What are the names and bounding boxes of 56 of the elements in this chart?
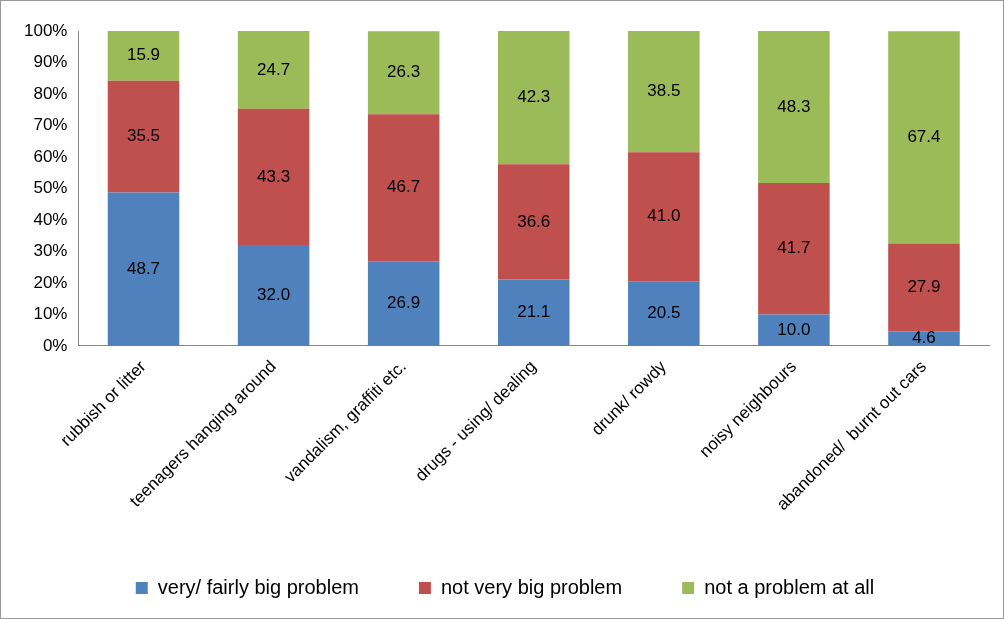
bar [107,192,180,346]
data-label: 38.5 [647,81,681,101]
y-tick-label: 50% [33,178,68,198]
y-tick-label: 30% [33,241,68,261]
data-label: 43.3 [257,166,291,186]
y-tick-label: 80% [33,83,68,103]
bar [628,281,700,346]
bar [628,31,700,153]
bar [367,31,440,115]
bar [758,183,830,315]
data-label: 26.3 [387,62,421,82]
data-label: 21.1 [517,302,551,322]
data-label: 20.5 [647,303,681,323]
data-label: 48.7 [126,258,161,278]
data-label: 36.6 [517,211,551,231]
data-label: 27.9 [907,277,941,297]
bar [107,80,180,193]
bar [888,331,960,346]
bar [758,31,830,184]
y-tick-label: 60% [33,146,68,166]
bar [888,243,960,332]
data-label: 67.4 [907,127,941,147]
bar [237,245,310,346]
legend-label: not a problem at all [704,575,875,598]
data-label: 41.7 [777,238,811,258]
bar [367,114,440,262]
legend-label: not very big problem [440,575,623,598]
legend-label: very/ fairly big problem [157,575,359,598]
y-tick-label: 70% [33,115,68,135]
data-label: 24.7 [257,59,291,79]
y-tick-label: 0% [42,335,68,355]
data-label: 10.0 [777,319,811,339]
data-label: 4.6 [912,328,936,348]
data-label: 32.0 [257,285,291,305]
y-tick-label: 100% [24,20,68,40]
bar [367,261,440,346]
y-tick-label: 90% [33,52,68,72]
data-label: 15.9 [126,45,161,65]
data-label: 46.7 [387,177,421,197]
data-label: 26.9 [387,293,421,313]
data-label: 41.0 [647,206,681,226]
y-tick-label: 10% [33,304,68,324]
bar [237,108,310,246]
data-label: 35.5 [126,126,161,146]
y-tick-label: 40% [33,209,68,229]
y-tick-label: 20% [33,272,68,292]
bar [107,31,180,81]
bar [628,152,700,282]
bar [497,279,570,346]
bar [237,31,310,109]
data-label: 48.3 [777,96,811,116]
bar [497,164,570,280]
bar [758,314,830,346]
data-label: 42.3 [517,87,551,107]
bar [888,31,960,244]
bar [497,31,570,165]
